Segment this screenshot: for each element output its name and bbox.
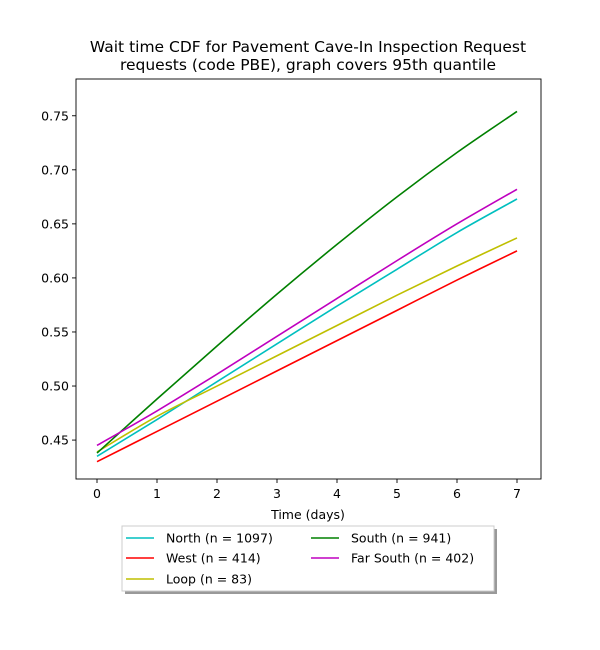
legend-box	[121, 525, 495, 592]
x-tick-label: 7	[513, 486, 521, 501]
legend-entry-label: Loop (n = 83)	[166, 572, 252, 587]
legend-entry-label: West (n = 414)	[166, 551, 261, 566]
series-line-far-south	[96, 188, 518, 447]
y-tick-label: 0.50	[41, 379, 69, 394]
y-tick-label: 0.45	[41, 433, 69, 448]
x-tick-label: 2	[213, 486, 221, 501]
chart-title-line-1: Wait time CDF for Pavement Cave-In Inspe…	[90, 38, 526, 56]
x-axis-label: Time (days)	[270, 507, 345, 522]
chart-title-line-2: requests (code PBE), graph covers 95th q…	[120, 56, 496, 74]
series-line-west	[96, 250, 518, 463]
legend-entry-label: South (n = 941)	[351, 531, 451, 546]
x-tick-label: 5	[393, 486, 401, 501]
x-axis-ticks: 0 1 2 3 4 5 6 7	[93, 479, 521, 501]
legend: North (n = 1097) West (n = 414) Loop (n = …	[121, 525, 497, 594]
series-layer	[96, 110, 518, 463]
series-line-north	[96, 198, 518, 457]
y-axis-ticks: 0.45 0.50 0.55 0.60 0.65 0.70 0.75	[41, 108, 76, 448]
legend-entry-label: North (n = 1097)	[166, 531, 273, 546]
y-tick-label: 0.60	[41, 270, 69, 285]
legend-entry-label: Far South (n = 402)	[351, 551, 474, 566]
y-tick-label: 0.75	[41, 108, 69, 123]
y-tick-label: 0.55	[41, 324, 69, 339]
x-tick-label: 1	[153, 486, 161, 501]
x-tick-label: 4	[333, 486, 341, 501]
x-tick-label: 0	[93, 486, 101, 501]
x-tick-label: 6	[453, 486, 461, 501]
series-line-south	[96, 110, 518, 454]
y-tick-label: 0.70	[41, 162, 69, 177]
x-tick-label: 3	[273, 486, 281, 501]
series-line-loop	[96, 237, 518, 453]
plot-area-frame	[75, 78, 542, 480]
y-tick-label: 0.65	[41, 216, 69, 231]
